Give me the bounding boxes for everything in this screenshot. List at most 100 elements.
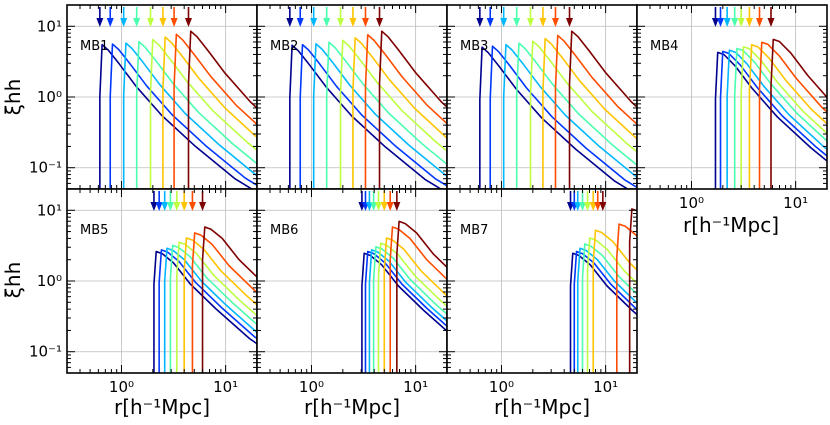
- arrow-head-5: [147, 18, 155, 27]
- arrow-markers: [476, 7, 574, 27]
- arrow-head-6: [380, 202, 388, 211]
- arrow-head-2: [155, 202, 163, 211]
- series-line-5: [586, 237, 637, 373]
- series-line-8: [201, 226, 257, 373]
- arrow-head-8: [767, 18, 775, 27]
- panel-mb3: MB3: [446, 4, 638, 190]
- arrow-head-3: [120, 18, 128, 27]
- series-line-4: [581, 243, 637, 373]
- panel-label: MB4: [650, 39, 678, 54]
- series-line-6: [592, 229, 637, 373]
- series-line-3: [726, 49, 827, 189]
- arrow-head-7: [594, 202, 602, 211]
- series-group: [569, 208, 637, 373]
- series-line-1: [153, 250, 257, 373]
- arrow-head-4: [731, 18, 739, 27]
- series-group: [99, 30, 257, 189]
- panels-group: MB1 10⁻¹ 10⁰ 10¹ MB2 MB3 MB4 10⁰ 10¹ MB5 10⁻¹ 10⁰ 10…: [29, 4, 828, 396]
- series-line-7: [191, 232, 257, 373]
- series-line-5: [149, 38, 257, 189]
- arrow-head-4: [166, 202, 174, 211]
- series-line-7: [173, 33, 257, 189]
- series-line-7: [616, 223, 637, 373]
- panel-mb1: MB1 10⁻¹ 10⁰ 10¹: [29, 4, 258, 190]
- series-line-2: [489, 45, 637, 189]
- panel-label: MB2: [270, 39, 298, 54]
- arrow-head-6: [180, 202, 188, 211]
- panel-mb2: MB2: [256, 4, 448, 190]
- panel-mb6: MB6 10⁰ 10¹: [256, 188, 448, 396]
- series-line-6: [748, 43, 827, 189]
- arrow-head-1: [96, 18, 104, 27]
- series-line-5: [377, 242, 447, 373]
- series-line-8: [378, 30, 447, 189]
- series-line-7: [389, 226, 447, 373]
- arrow-head-7: [551, 18, 559, 27]
- series-line-2: [364, 250, 447, 373]
- panel-label: MB1: [80, 39, 108, 54]
- series-line-2: [719, 50, 827, 189]
- series-line-4: [733, 47, 827, 189]
- x-tick-label: 10⁰: [679, 194, 704, 212]
- arrow-head-5: [337, 18, 345, 27]
- panel-frame: [446, 188, 638, 374]
- xlabel-col1: r[h⁻¹Mpc]: [114, 395, 210, 419]
- arrow-markers: [567, 191, 607, 211]
- series-line-5: [176, 241, 257, 373]
- series-line-2: [158, 249, 257, 373]
- series-line-6: [162, 36, 257, 189]
- series-line-4: [372, 246, 447, 373]
- series-line-5: [339, 39, 447, 189]
- series-line-8: [396, 220, 447, 373]
- series-line-7: [554, 34, 637, 189]
- ylabel-bottom: ξhh: [1, 262, 25, 299]
- arrow-head-6: [745, 18, 753, 27]
- arrow-head-5: [173, 202, 181, 211]
- series-group: [289, 30, 447, 189]
- series-line-2: [299, 43, 447, 189]
- panel-mb5: MB5 10⁻¹ 10⁰ 10¹ 10⁰ 10¹: [29, 188, 258, 396]
- series-line-5: [529, 40, 637, 189]
- arrow-head-4: [370, 202, 378, 211]
- arrow-head-2: [296, 18, 304, 27]
- arrow-head-8: [184, 18, 192, 27]
- series-line-7: [758, 41, 827, 189]
- series-line-6: [542, 37, 637, 189]
- arrow-head-6: [589, 202, 597, 211]
- series-line-4: [135, 40, 257, 189]
- y-tick-label: 10⁰: [37, 88, 62, 106]
- arrow-head-4: [579, 202, 587, 211]
- arrow-head-1: [476, 18, 484, 27]
- series-line-1: [569, 252, 637, 373]
- x-tick-label: 10⁰: [299, 378, 324, 396]
- arrow-head-6: [539, 18, 547, 27]
- y-tick-label: 10⁻¹: [29, 159, 62, 177]
- arrow-head-5: [584, 202, 592, 211]
- series-group: [361, 220, 447, 373]
- arrow-head-4: [323, 18, 331, 27]
- series-line-8: [770, 38, 827, 189]
- series-line-7: [364, 33, 447, 189]
- series-group: [714, 38, 827, 189]
- arrow-head-8: [566, 18, 574, 27]
- series-group: [479, 30, 637, 189]
- series-line-2: [109, 43, 257, 189]
- arrow-head-3: [310, 18, 318, 27]
- arrow-head-5: [374, 202, 382, 211]
- arrow-markers: [711, 7, 775, 27]
- y-tick-label: 10¹: [37, 201, 62, 219]
- series-line-6: [183, 237, 257, 373]
- y-tick-label: 10⁻¹: [29, 343, 62, 361]
- arrow-head-7: [188, 202, 196, 211]
- arrow-head-7: [361, 18, 369, 27]
- panel-label: MB7: [460, 223, 488, 238]
- series-line-5: [740, 45, 827, 189]
- series-line-3: [576, 247, 637, 373]
- y-tick-label: 10⁰: [37, 272, 62, 290]
- arrow-head-2: [106, 18, 114, 27]
- series-line-4: [325, 41, 447, 189]
- arrow-head-6: [349, 18, 357, 27]
- series-line-8: [568, 30, 637, 189]
- arrow-head-5: [737, 18, 745, 27]
